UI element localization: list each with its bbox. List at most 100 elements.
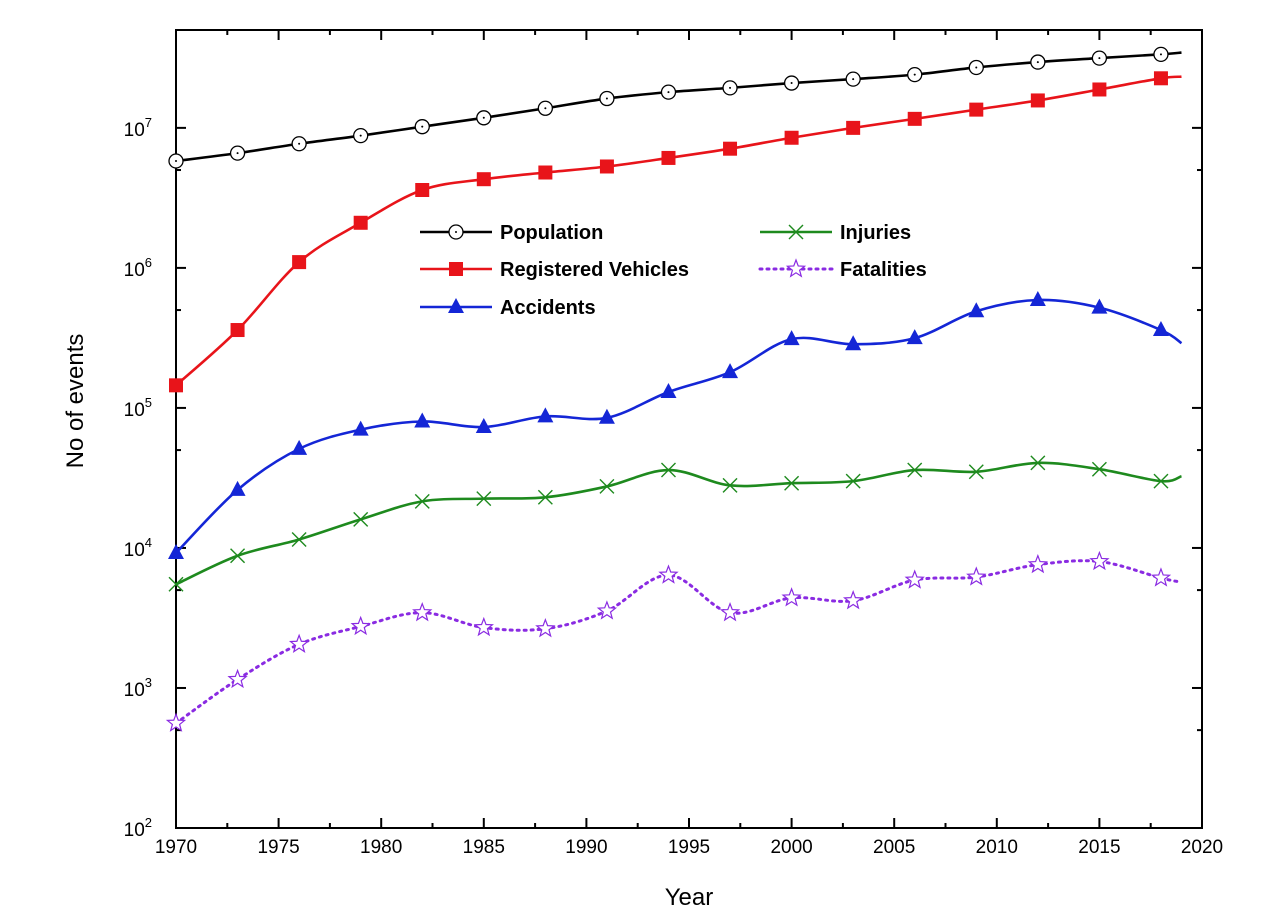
legend-label-accidents: Accidents bbox=[500, 297, 596, 319]
legend-item-accidents: Accidents bbox=[420, 297, 596, 319]
axes: 1970 1975 1980 1985 1990 1995 2000 2005 2010 2015… bbox=[124, 29, 1223, 858]
data-point-registered-vehicles bbox=[415, 183, 430, 198]
data-point-population-dot bbox=[975, 66, 978, 69]
x-tick-label: 2015 bbox=[1078, 837, 1120, 858]
data-point-accidents bbox=[845, 335, 862, 351]
data-point-accidents bbox=[229, 480, 246, 496]
data-point-registered-vehicles bbox=[599, 159, 614, 174]
series-registered-vehicles bbox=[169, 71, 1182, 393]
data-point-injuries bbox=[537, 489, 553, 505]
data-point-accidents bbox=[598, 408, 615, 424]
data-point-accidents bbox=[537, 407, 554, 423]
data-point-fatalities bbox=[412, 601, 433, 622]
data-point-accidents bbox=[968, 302, 985, 318]
data-point-population-dot bbox=[298, 142, 301, 145]
legend-label-population: Population bbox=[500, 222, 603, 244]
data-point-injuries bbox=[784, 475, 800, 491]
data-point-injuries bbox=[291, 531, 307, 547]
x-tick-label: 1970 bbox=[155, 837, 197, 858]
y-tick-label: 102 bbox=[124, 815, 152, 841]
x-tick-label: 1985 bbox=[463, 837, 505, 858]
x-tick-label: 2000 bbox=[770, 837, 812, 858]
data-point-population-dot bbox=[605, 97, 608, 100]
data-point-registered-vehicles bbox=[292, 255, 307, 270]
y-tick-label: 107 bbox=[124, 115, 152, 141]
data-point-fatalities bbox=[288, 633, 310, 653]
x-tick-label: 1990 bbox=[565, 837, 607, 858]
legend-marker-fatalities bbox=[785, 258, 807, 278]
data-point-accidents bbox=[722, 363, 739, 379]
series-accidents bbox=[168, 290, 1183, 560]
data-point-fatalities bbox=[1150, 567, 1172, 587]
data-point-fatalities bbox=[1027, 553, 1049, 574]
x-tick-label: 1980 bbox=[360, 837, 402, 858]
series-fatalities bbox=[165, 550, 1183, 732]
series-line-population bbox=[175, 51, 1182, 163]
x-tick-label: 2020 bbox=[1181, 837, 1223, 858]
legend-label-registered-vehicles: Registered Vehicles bbox=[500, 259, 689, 281]
data-point-accidents bbox=[352, 420, 369, 436]
data-point-population-dot bbox=[359, 134, 362, 137]
data-point-population-dot bbox=[1036, 61, 1039, 64]
data-point-registered-vehicles bbox=[476, 172, 491, 187]
legend-label-injuries: Injuries bbox=[840, 222, 911, 244]
data-point-registered-vehicles bbox=[907, 111, 922, 126]
data-point-population-dot bbox=[544, 107, 547, 110]
data-point-fatalities bbox=[473, 616, 494, 637]
data-point-accidents bbox=[291, 439, 308, 455]
legend-marker-injuries bbox=[788, 224, 804, 240]
data-point-accidents bbox=[783, 330, 800, 346]
legend-item-population: Population bbox=[420, 222, 603, 244]
series-line-accidents bbox=[175, 298, 1183, 554]
data-point-fatalities bbox=[966, 566, 987, 586]
data-point-injuries bbox=[599, 478, 615, 494]
data-point-population-dot bbox=[1098, 57, 1101, 60]
data-point-population-dot bbox=[482, 116, 485, 119]
data-point-injuries bbox=[476, 491, 492, 507]
data-point-registered-vehicles bbox=[661, 150, 676, 165]
data-point-registered-vehicles bbox=[784, 130, 799, 145]
series-line-registered-vehicles bbox=[175, 75, 1182, 387]
data-point-accidents bbox=[660, 382, 677, 398]
data-point-accidents bbox=[1152, 321, 1169, 337]
data-point-injuries bbox=[722, 477, 738, 493]
data-point-injuries bbox=[845, 473, 861, 489]
data-point-injuries bbox=[660, 462, 676, 478]
data-point-injuries bbox=[1153, 473, 1169, 489]
data-point-registered-vehicles bbox=[846, 120, 861, 135]
series-injuries bbox=[168, 455, 1182, 592]
legend: Population Registered Vehicles Accidents In… bbox=[420, 222, 927, 319]
data-point-injuries bbox=[353, 511, 369, 527]
data-point-fatalities bbox=[1089, 550, 1110, 571]
data-point-accidents bbox=[414, 412, 431, 428]
data-point-registered-vehicles bbox=[723, 141, 738, 156]
legend-marker-population-dot bbox=[455, 231, 457, 233]
y-axis-title: No of events bbox=[62, 334, 89, 469]
data-point-population-dot bbox=[175, 159, 177, 162]
x-axis-title: Year bbox=[665, 884, 714, 911]
data-point-fatalities bbox=[535, 618, 556, 638]
legend-item-registered-vehicles: Registered Vehicles bbox=[420, 259, 689, 281]
data-point-fatalities bbox=[596, 600, 618, 620]
data-point-accidents bbox=[906, 329, 923, 345]
series-layer bbox=[165, 46, 1183, 732]
data-point-population-dot bbox=[236, 152, 239, 155]
data-point-population-dot bbox=[1159, 53, 1162, 56]
data-point-population-dot bbox=[421, 125, 424, 128]
data-point-registered-vehicles bbox=[1030, 93, 1045, 108]
data-point-fatalities bbox=[658, 564, 679, 584]
data-point-population-dot bbox=[667, 91, 670, 94]
plot-frame bbox=[175, 29, 1203, 829]
x-tick-label: 1995 bbox=[668, 837, 710, 858]
data-point-accidents bbox=[475, 418, 492, 434]
data-point-registered-vehicles bbox=[353, 215, 368, 230]
x-tick-label: 1975 bbox=[257, 837, 299, 858]
data-point-fatalities bbox=[350, 615, 371, 636]
y-tick-label: 103 bbox=[124, 675, 152, 701]
data-point-population-dot bbox=[852, 78, 855, 81]
data-point-fatalities bbox=[165, 712, 187, 732]
data-point-registered-vehicles bbox=[169, 378, 183, 393]
data-point-injuries bbox=[968, 464, 984, 480]
data-point-fatalities bbox=[842, 589, 864, 610]
